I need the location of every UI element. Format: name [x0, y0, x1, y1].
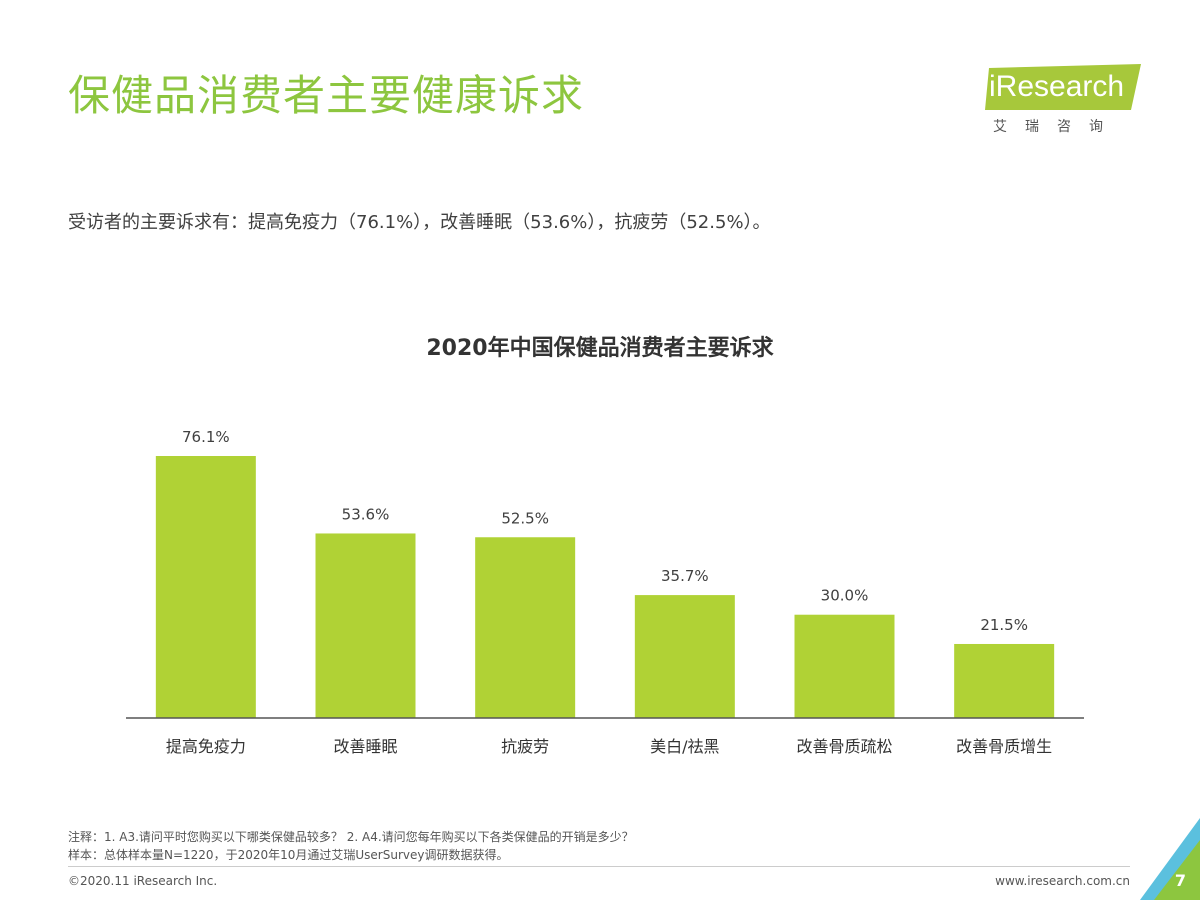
logo-wordmark: iResearch — [989, 70, 1125, 103]
page-title: 保健品消费者主要健康诉求 — [68, 71, 585, 120]
bar-chart: 76.1% 提高免疫力 53.6% 改善睡眠 52.5% 抗疲劳 35.7% 美白/祛黑 30.… — [126, 428, 1084, 756]
iresearch-logo: iResearch 艾瑞咨询 — [985, 62, 1145, 142]
data-label-3: 35.7% — [661, 567, 709, 585]
category-label-3: 美白/祛黑 — [650, 737, 719, 756]
data-label-2: 52.5% — [501, 509, 549, 527]
category-label-0: 提高免疫力 — [166, 737, 246, 756]
notes: 注释：1. A3.请问平时您购买以下哪类保健品较多？ 2. A4.请问您每年购买… — [68, 828, 634, 864]
chart-title: 2020年中国保健品消费者主要诉求 — [426, 336, 774, 361]
footer-divider — [68, 866, 1130, 867]
logo-shape — [985, 64, 1141, 110]
website-link[interactable]: www.iresearch.com.cn — [995, 874, 1130, 888]
data-label-5: 21.5% — [980, 616, 1028, 634]
page-number: 7 — [1174, 871, 1186, 890]
category-label-4: 改善骨质疏松 — [796, 737, 892, 756]
corner-decoration — [1140, 818, 1200, 900]
bar-0 — [155, 456, 256, 718]
data-label-0: 76.1% — [182, 428, 230, 446]
category-label-2: 抗疲劳 — [501, 737, 549, 756]
bar-3 — [634, 595, 735, 718]
logo-subtitle: 艾瑞咨询 — [993, 119, 1121, 135]
bar-2 — [475, 537, 576, 718]
bar-4 — [794, 614, 895, 718]
note-sample: 样本：总体样本量N=1220，于2020年10月通过艾瑞UserSurvey调研… — [68, 848, 509, 862]
category-label-5: 改善骨质增生 — [956, 737, 1052, 756]
summary-text: 受访者的主要诉求有：提高免疫力（76.1%），改善睡眠（53.6%），抗疲劳（5… — [68, 212, 771, 233]
data-label-1: 53.6% — [342, 505, 390, 523]
bar-5 — [954, 643, 1055, 718]
bar-1 — [315, 533, 416, 718]
category-label-1: 改善睡眠 — [333, 737, 397, 756]
copyright-text: ©2020.11 iResearch Inc. — [68, 874, 218, 888]
data-label-4: 30.0% — [821, 587, 869, 605]
note-questions: 注释：1. A3.请问平时您购买以下哪类保健品较多？ 2. A4.请问您每年购买… — [68, 830, 634, 844]
